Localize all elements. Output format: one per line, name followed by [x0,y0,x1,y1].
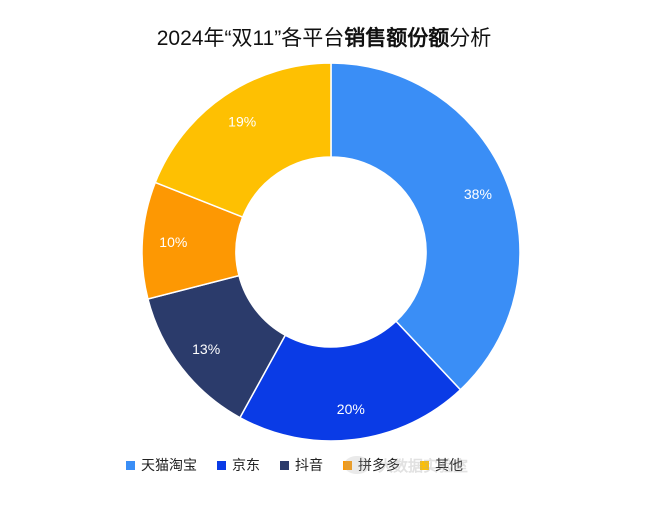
legend-swatch [280,460,289,470]
slice-1 [238,320,462,442]
chart-title-suffix: 分析 [449,27,492,50]
legend-swatch [420,460,429,470]
chart-title-bold: 销售额份额 [344,27,450,50]
legend-label: 天猫淘宝 [141,457,197,473]
legend-label: 拼多多 [358,457,400,473]
chart-legend: 天猫淘宝 京东 抖音 拼多多 其他 [126,455,483,475]
legend-item-3: 拼多多 [343,455,400,475]
legend-item-4: 其他 [420,455,463,475]
slice-label-3: 10% [159,234,187,250]
slice-label-1: 20% [337,401,365,417]
slice-label-4: 19% [228,113,256,129]
legend-swatch [126,460,135,470]
chart-title-prefix: 2024年“双11”各平台 [156,27,345,50]
slice-label-2: 13% [192,341,220,357]
slice-0 [330,62,521,391]
legend-item-0: 天猫淘宝 [126,455,197,475]
legend-label: 抖音 [295,457,323,473]
legend-item-1: 京东 [217,455,260,475]
legend-label: 其他 [435,457,463,473]
legend-swatch [217,460,226,470]
legend-label: 京东 [232,457,260,473]
legend-item-2: 抖音 [280,455,323,475]
chart-title: 2024年“双11”各平台销售额份额分析 [0,22,648,52]
slice-4 [154,62,332,219]
slice-label-0: 38% [464,186,492,202]
legend-swatch [343,460,352,470]
